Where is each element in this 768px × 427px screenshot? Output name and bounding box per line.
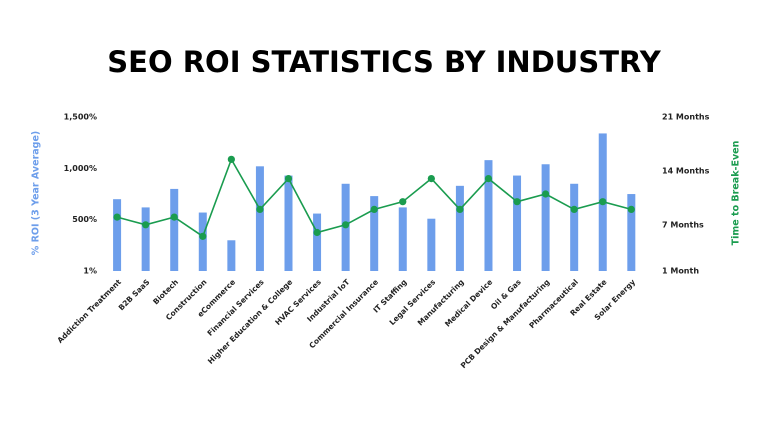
bar: [513, 175, 522, 271]
bar: [141, 207, 150, 271]
line-point: [199, 232, 207, 240]
bar: [455, 185, 464, 271]
line-point: [170, 213, 178, 221]
bar: [255, 166, 264, 271]
line-point: [599, 198, 607, 206]
line-point: [427, 175, 435, 183]
bar: [570, 183, 579, 271]
y-tick-label: 1,500%: [64, 113, 97, 122]
y2-tick-label: 1 Month: [662, 267, 699, 276]
line-point: [142, 221, 150, 229]
y-tick-label: 1,000%: [64, 164, 97, 173]
chart-title: SEO ROI STATISTICS BY INDUSTRY: [107, 45, 661, 79]
y2-tick-label: 21 Months: [662, 113, 710, 122]
y-tick-label: 500%: [72, 215, 97, 224]
y2-axis-title: Time to Break-Even: [731, 140, 742, 245]
line-point: [113, 213, 121, 221]
bar: [227, 240, 236, 271]
x-tick-label: Pharmaceutical: [527, 277, 580, 330]
line-point: [342, 221, 350, 229]
line-point: [256, 205, 264, 213]
x-tick-label: Addiction Treatment: [55, 277, 123, 345]
bar: [398, 207, 407, 271]
bar: [198, 212, 207, 271]
bar: [541, 164, 550, 271]
bar: [170, 188, 179, 271]
line-point: [570, 205, 578, 213]
line-point: [370, 205, 378, 213]
bar: [427, 218, 436, 271]
line-point: [227, 155, 235, 163]
y-tick-label: 1%: [83, 267, 97, 276]
bar: [313, 213, 322, 271]
bar: [113, 199, 122, 271]
x-tick-label: B2B SaaS: [117, 277, 152, 312]
line-point: [484, 175, 493, 183]
line-point: [313, 228, 321, 237]
x-tick-label: Biotech: [151, 277, 180, 306]
bar: [627, 194, 636, 271]
line-point: [627, 205, 635, 213]
line-point: [399, 198, 407, 206]
line-point: [542, 190, 550, 198]
bar: [370, 196, 379, 271]
y2-tick-label: 14 Months: [662, 166, 710, 175]
bar: [284, 175, 293, 271]
y2-tick-label: 7 Months: [662, 220, 704, 229]
line-point: [456, 205, 464, 213]
y-axis-title: % ROI (3 Year Average): [31, 131, 42, 256]
line-point: [284, 175, 293, 183]
bar: [484, 160, 493, 271]
line-point: [513, 198, 521, 206]
